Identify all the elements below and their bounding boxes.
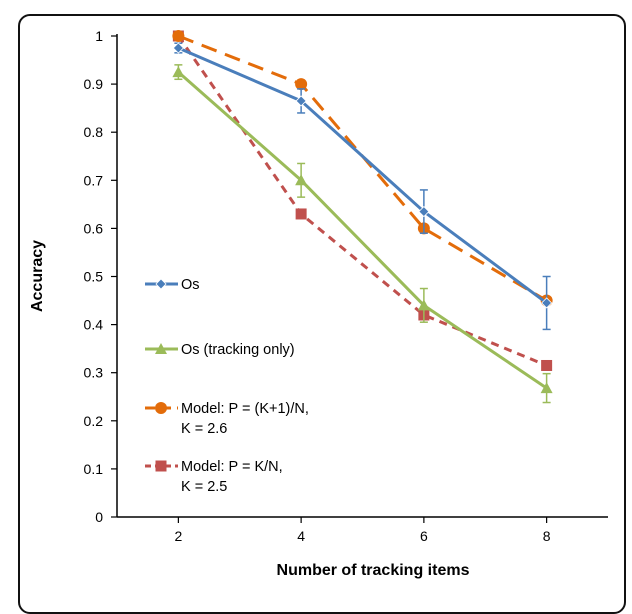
y-tick-label: 1 [95, 28, 103, 44]
y-tick-label: 0.8 [84, 124, 104, 140]
legend-item-4: Model: P = K/N, K = 2.5 [145, 459, 283, 495]
data-point [295, 78, 308, 91]
y-tick-label: 0.9 [84, 76, 104, 92]
legend-marker [155, 402, 167, 414]
data-point [540, 382, 553, 394]
series-2 [172, 64, 553, 404]
y-tick-label: 0.5 [84, 269, 104, 285]
series-1 [172, 42, 553, 331]
y-tick-label: 0.4 [84, 317, 104, 333]
data-point [418, 205, 430, 218]
data-point [295, 174, 308, 186]
y-tick-label: 0.6 [84, 220, 104, 236]
series-4 [172, 30, 553, 371]
legend-label: Model: P = K/N, [181, 459, 283, 475]
legend-label: Os [181, 277, 200, 293]
legend-item-3: Model: P = (K+1)/N, K = 2.6 [145, 401, 309, 437]
axes: 0 0.1 0.2 0.3 0.4 0.5 0.6 0.7 0.8 0.9 1 2 4 6 8 [84, 28, 608, 544]
legend-marker [155, 460, 167, 472]
legend-label: Os (tracking only) [181, 342, 295, 358]
legend-label: Model: P = (K+1)/N, [181, 401, 309, 417]
data-point [295, 208, 307, 220]
series-line [177, 46, 548, 305]
data-point [541, 359, 553, 371]
data-point [172, 66, 185, 78]
y-axis-title: Accuracy [29, 240, 46, 312]
x-tick-label: 8 [543, 528, 551, 544]
data-point [541, 297, 553, 309]
legend-marker [155, 343, 167, 354]
y-tick-label: 0 [95, 509, 103, 525]
data-point [172, 30, 185, 42]
x-tick-label: 4 [297, 528, 305, 544]
legend-label-line2: K = 2.6 [181, 421, 227, 437]
data-point [295, 95, 307, 107]
legend-item-1: Os [145, 277, 200, 293]
y-tick-label: 0.2 [84, 413, 104, 429]
data-point [172, 42, 184, 54]
series-layer [172, 30, 553, 404]
legend-item-2: Os (tracking only) [145, 342, 295, 358]
y-tick-label: 0.3 [84, 365, 104, 381]
x-axis-title: Number of tracking items [277, 562, 470, 579]
series-line [177, 70, 548, 390]
y-tick-label: 0.1 [84, 461, 104, 477]
legend-marker [155, 278, 167, 290]
y-tick-label: 0.7 [84, 172, 104, 188]
line-chart: 0 0.1 0.2 0.3 0.4 0.5 0.6 0.7 0.8 0.9 1 2 4 6 8 Os Os (… [29, 28, 608, 579]
legend-label-line2: K = 2.5 [181, 479, 227, 495]
x-tick-label: 6 [420, 528, 428, 544]
legend: Os Os (tracking only) Model: P = (K+1)/N, K… [145, 277, 309, 495]
x-tick-label: 2 [174, 528, 182, 544]
series-line [177, 35, 548, 367]
data-point [417, 299, 430, 311]
